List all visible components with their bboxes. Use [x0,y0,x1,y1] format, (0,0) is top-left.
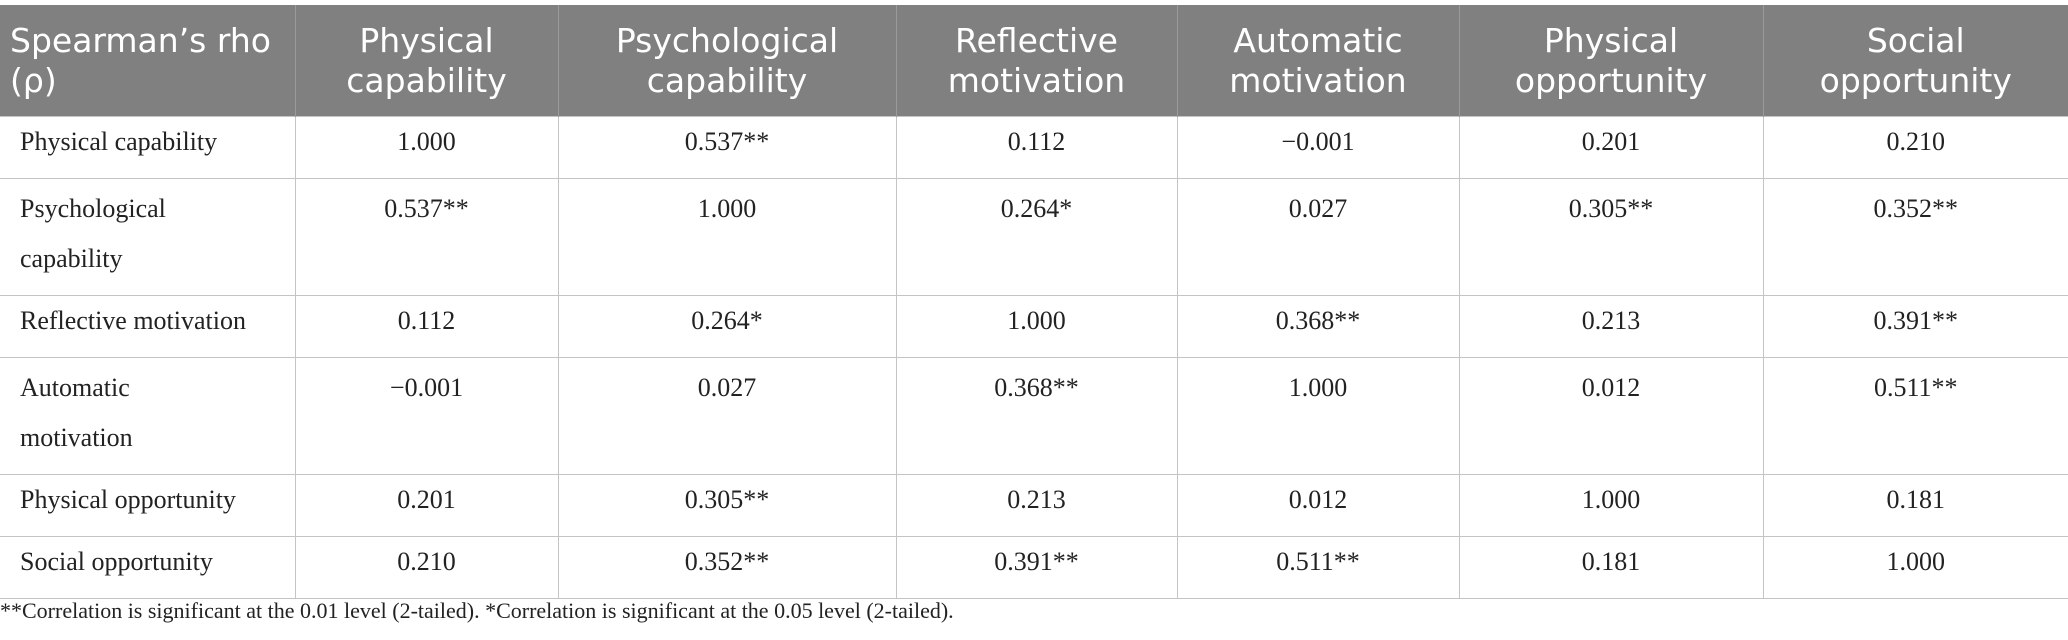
header-row: Spearman’s rho (ρ) Physical capability Psy… [0,5,2068,117]
correlation-table: Spearman’s rho (ρ) Physical capability Psy… [0,5,2068,599]
row-label: Automatic motivation [0,357,296,475]
table-cell: 0.511** [1762,357,2068,475]
table-cell: 0.112 [895,116,1178,179]
footnote: **Correlation is significant at the 0.01… [0,598,954,623]
table-cell: 0.537** [557,116,897,179]
table-cell: 0.264* [557,295,897,358]
table-cell: 0.012 [1176,474,1460,537]
column-header: Social opportunity [1762,5,2068,117]
table-cell: 0.210 [294,536,559,599]
column-header: Physical opportunity [1458,5,1763,117]
column-header: Physical capability [294,5,558,117]
table-cell: 0.112 [294,295,559,358]
row-label: Physical opportunity [0,474,296,537]
table-cell: 0.213 [895,474,1178,537]
table-cell: 0.368** [895,357,1178,475]
row-label: Reflective motivation [0,295,296,358]
table-cell: 0.027 [1176,178,1460,296]
table-cell: 0.352** [557,536,897,599]
table-row: Reflective motivation 0.112 0.264* 1.000 0.3… [0,295,2068,358]
row-label: Physical capability [0,116,296,179]
table-cell: 1.000 [1176,357,1460,475]
table-row: Automatic motivation −0.001 0.027 0.368** 1.… [0,357,2068,475]
table-cell: 1.000 [1458,474,1764,537]
table-cell: −0.001 [1176,116,1460,179]
table-cell: 0.181 [1458,536,1764,599]
table-cell: 0.511** [1176,536,1460,599]
column-header: Automatic motivation [1176,5,1459,117]
table-row: Social opportunity 0.210 0.352** 0.391** 0.5… [0,536,2068,599]
table-cell: 0.181 [1762,474,2068,537]
row-label: Psychological capability [0,178,296,296]
table-cell: −0.001 [294,357,559,475]
column-header: Reflective motivation [895,5,1177,117]
table-cell: 1.000 [1762,536,2068,599]
table-cell: 0.201 [1458,116,1764,179]
table-cell: 0.012 [1458,357,1764,475]
column-header: Psychological capability [557,5,896,117]
table-cell: 1.000 [557,178,897,296]
table-cell: 0.210 [1762,116,2068,179]
table-cell: 0.368** [1176,295,1460,358]
table-cell: 0.391** [895,536,1178,599]
row-label: Social opportunity [0,536,296,599]
table-cell: 0.305** [1458,178,1764,296]
table-cell: 0.027 [557,357,897,475]
table-row: Physical opportunity 0.201 0.305** 0.213 0.0… [0,474,2068,537]
table-cell: 0.537** [294,178,559,296]
table-cell: 0.213 [1458,295,1764,358]
table-cell: 1.000 [294,116,559,179]
table-cell: 0.352** [1762,178,2068,296]
table-row: Psychological capability 0.537** 1.000 0.26… [0,178,2068,296]
corner-header: Spearman’s rho (ρ) [0,5,295,117]
table-cell: 0.264* [895,178,1178,296]
table-cell: 0.391** [1762,295,2068,358]
table-row: Physical capability 1.000 0.537** 0.112 −0.0… [0,116,2068,179]
table-cell: 1.000 [895,295,1178,358]
table-cell: 0.201 [294,474,559,537]
table-cell: 0.305** [557,474,897,537]
